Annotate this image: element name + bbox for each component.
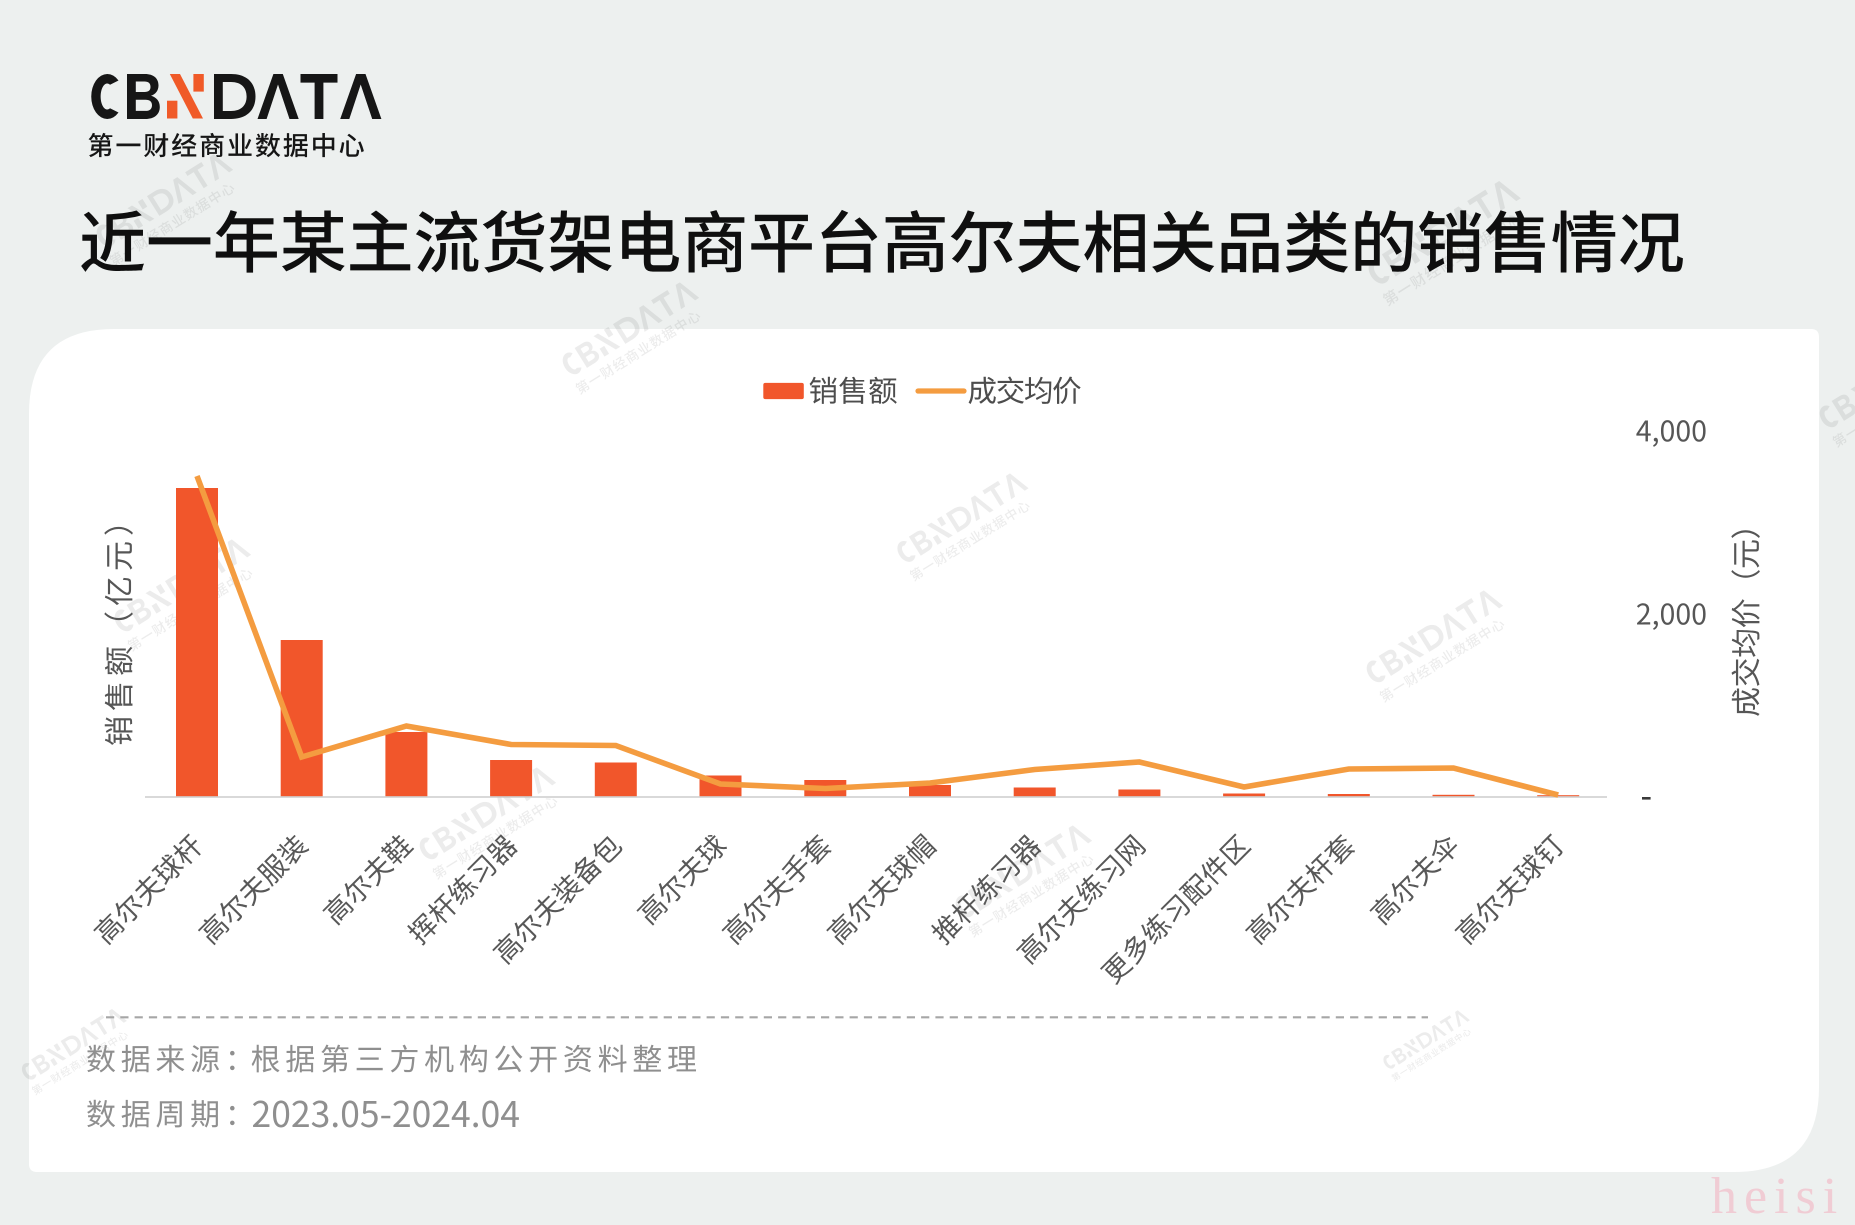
svg-text:heisi: heisi [1711, 1168, 1844, 1225]
